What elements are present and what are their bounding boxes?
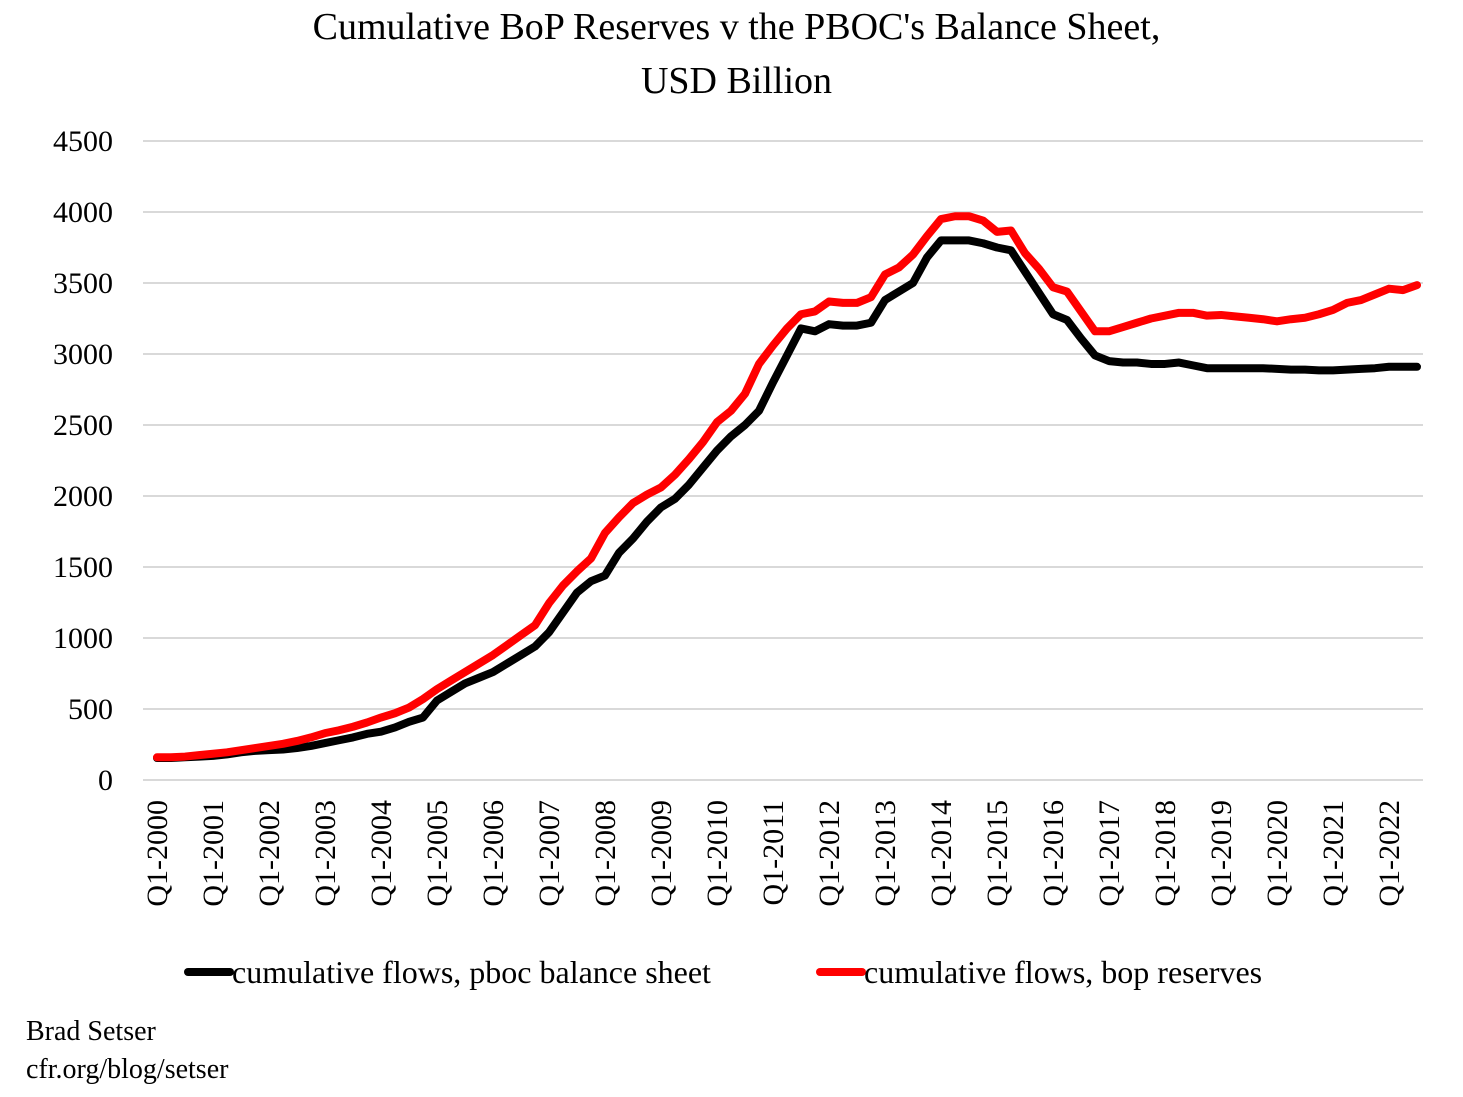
y-tick-label: 2000 (53, 480, 113, 513)
x-tick-label: Q1-2009 (645, 800, 678, 907)
x-tick-label: Q1-2018 (1149, 800, 1182, 907)
x-tick-label: Q1-2022 (1373, 800, 1406, 907)
x-tick-label: Q1-2016 (1037, 800, 1070, 907)
x-tick-label: Q1-2011 (757, 800, 790, 906)
footer-author: Brad Setser (26, 1016, 156, 1047)
footer-source: cfr.org/blog/setser (26, 1054, 229, 1085)
y-tick-label: 4500 (53, 125, 113, 158)
x-tick-label: Q1-2012 (813, 800, 846, 907)
y-tick-label: 500 (68, 693, 113, 726)
y-tick-label: 3500 (53, 267, 113, 300)
y-tick-label: 4000 (53, 196, 113, 229)
y-tick-label: 1500 (53, 551, 113, 584)
x-tick-label: Q1-2021 (1317, 800, 1350, 907)
y-tick-label: 2500 (53, 409, 113, 442)
x-tick-label: Q1-2013 (869, 800, 902, 907)
x-tick-label: Q1-2002 (253, 800, 286, 907)
y-tick-label: 3000 (53, 338, 113, 371)
chart-subtitle: USD Billion (640, 60, 833, 102)
x-tick-label: Q1-2003 (309, 800, 342, 907)
x-tick-label: Q1-2005 (421, 800, 454, 907)
x-tick-label: Q1-2020 (1261, 800, 1294, 907)
x-tick-label: Q1-2000 (141, 800, 174, 907)
x-tick-label: Q1-2017 (1093, 800, 1126, 907)
x-tick-label: Q1-2014 (925, 800, 958, 907)
y-tick-label: 1000 (53, 622, 113, 655)
x-tick-label: Q1-2015 (981, 800, 1014, 907)
y-tick-label: 0 (98, 764, 113, 797)
x-tick-label: Q1-2004 (365, 800, 398, 907)
series-line-pboc-balance-sheet (153, 236, 1421, 762)
x-tick-label: Q1-2008 (589, 800, 622, 907)
chart-title: Cumulative BoP Reserves v the PBOC's Bal… (312, 6, 1161, 48)
series-line-bop-reserves (153, 212, 1421, 762)
x-tick-label: Q1-2010 (701, 800, 734, 907)
x-tick-label: Q1-2001 (197, 800, 230, 907)
x-tick-label: Q1-2007 (533, 800, 566, 907)
legend-label: cumulative flows, pboc balance sheet (232, 954, 711, 990)
x-tick-label: Q1-2019 (1205, 800, 1238, 907)
x-tick-label: Q1-2006 (477, 800, 510, 907)
legend-label: cumulative flows, bop reserves (864, 954, 1262, 990)
